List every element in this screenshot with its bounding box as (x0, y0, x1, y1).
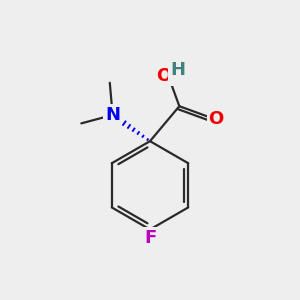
Text: H: H (170, 61, 185, 79)
Text: O: O (156, 67, 172, 85)
Text: O: O (208, 110, 224, 128)
Text: N: N (105, 106, 120, 124)
Text: F: F (144, 229, 156, 247)
